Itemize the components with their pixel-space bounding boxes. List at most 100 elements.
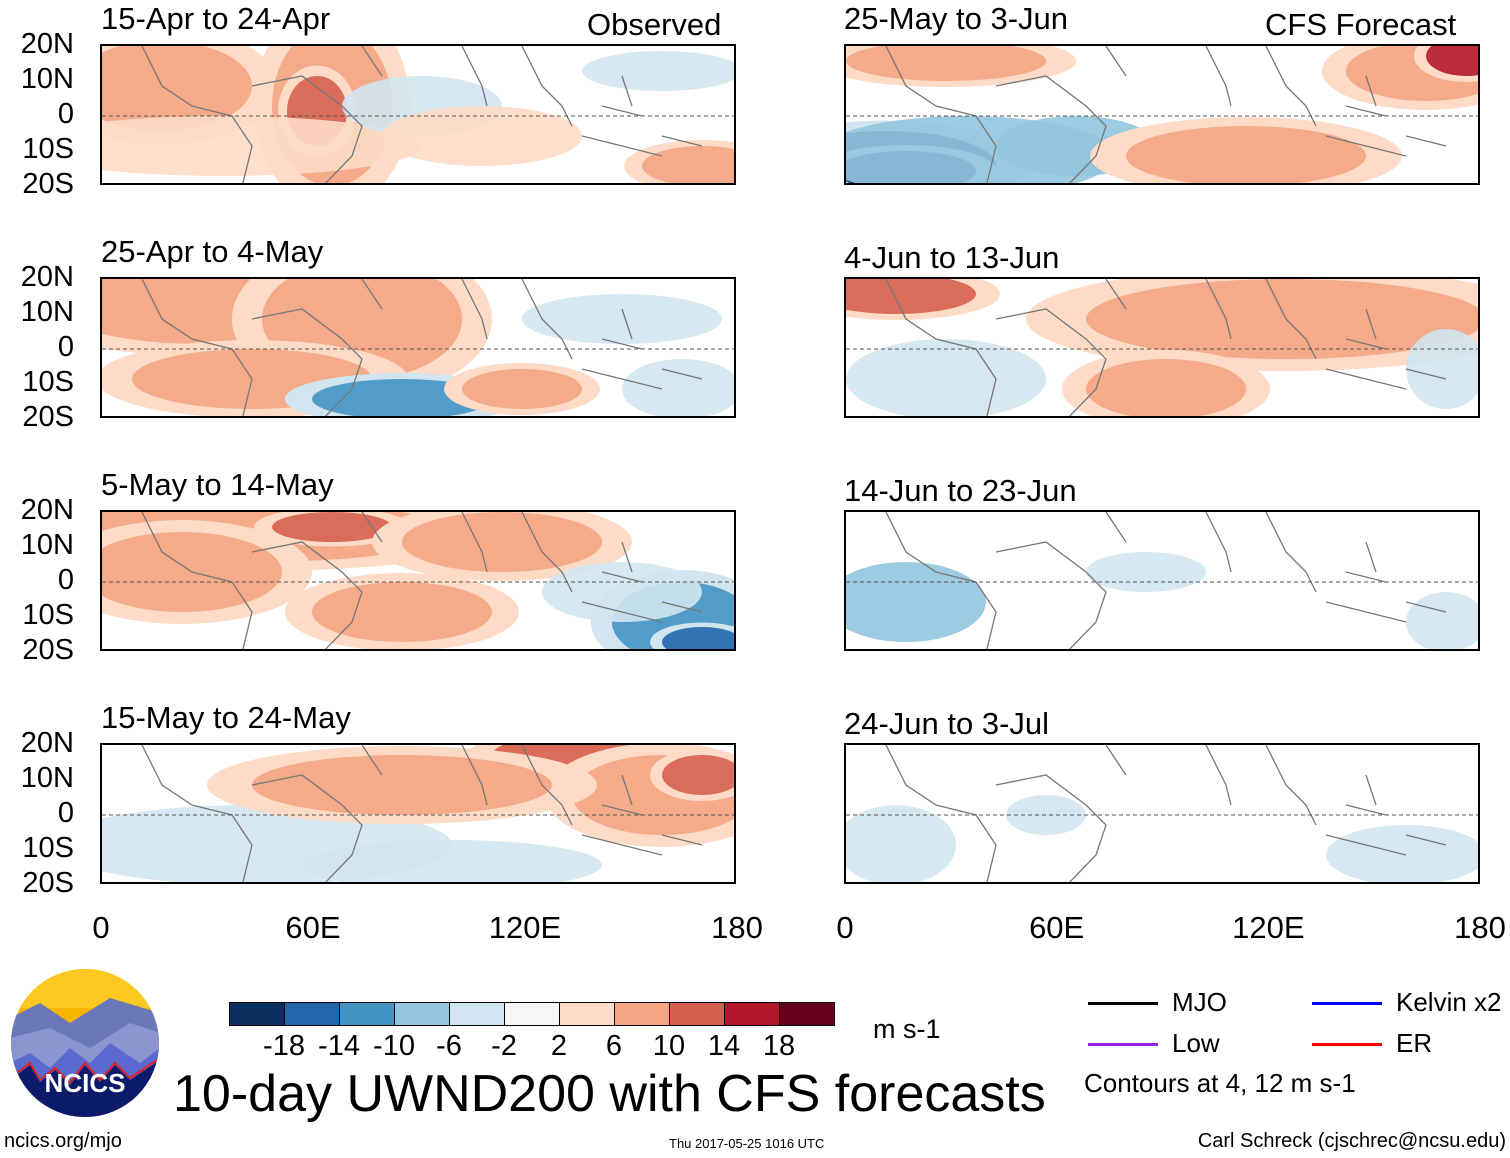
- coastline: [885, 46, 1447, 183]
- colorbar-swatch: [669, 1002, 725, 1026]
- x-tick-label: 0: [92, 910, 110, 945]
- y-tick-label: 10S: [22, 366, 74, 398]
- y-tick-label: 20N: [20, 261, 74, 293]
- anomaly-shading: [1086, 552, 1206, 592]
- colorbar-tick-label: 6: [605, 1030, 623, 1062]
- x-tick-label: 60E: [285, 910, 341, 945]
- anomaly-shading: [1086, 359, 1246, 416]
- y-tick-label: 20N: [20, 28, 74, 60]
- anomaly-shading: [1006, 795, 1086, 835]
- anomaly-shading: [102, 46, 252, 131]
- coastline: [141, 512, 703, 649]
- footer-author: Carl Schreck (cjschrec@ncsu.edu): [1197, 1130, 1506, 1152]
- y-tick-label: 10S: [22, 832, 74, 864]
- anomaly-shading: [382, 106, 582, 166]
- footer-url: ncics.org/mjo: [4, 1130, 122, 1152]
- anomaly-shading: [846, 46, 1046, 81]
- coastline: [141, 46, 703, 183]
- panel-title-fc-3: 14-Jun to 23-Jun: [844, 473, 1077, 508]
- colorbar-tick-label: -6: [436, 1030, 462, 1062]
- anomaly-shading: [622, 359, 734, 416]
- legend-line: [1312, 1043, 1382, 1046]
- anomaly-shading: [662, 627, 734, 649]
- legend-label: Kelvin x2: [1396, 987, 1502, 1017]
- y-tick-label: 10N: [20, 63, 74, 95]
- logo-text: NCICS: [45, 1068, 126, 1098]
- anomaly-shading: [302, 840, 602, 882]
- colorbar-tick-label: 10: [652, 1030, 686, 1062]
- anomaly-shading: [1406, 592, 1478, 649]
- y-tick-label: 10S: [22, 133, 74, 165]
- anomaly-shading: [542, 562, 702, 622]
- colorbar-swatch: [724, 1002, 780, 1026]
- coastline: [885, 279, 1447, 416]
- anomaly-shading: [846, 279, 976, 314]
- anomaly-shading: [846, 562, 986, 642]
- anomaly-shading: [462, 369, 582, 409]
- y-tick-label: 10N: [20, 762, 74, 794]
- panel-title-obs-2: 25-Apr to 4-May: [101, 234, 324, 269]
- colorbar-tick-label: -2: [491, 1030, 517, 1062]
- colorbar-swatch: [559, 1002, 615, 1026]
- x-tick-label: 180: [711, 910, 763, 945]
- coastline: [141, 279, 703, 416]
- legend-line: [1088, 1043, 1158, 1046]
- observed-label: Observed: [587, 7, 722, 42]
- x-tick-label: 60E: [1029, 910, 1085, 945]
- anomaly-shading: [846, 339, 1046, 416]
- coastline: [141, 745, 703, 882]
- y-tick-label: 0: [57, 564, 74, 596]
- map-svg: [846, 279, 1478, 416]
- legend-label: Low: [1172, 1028, 1220, 1058]
- y-tick-label: 10S: [22, 599, 74, 631]
- legend-line: [1312, 1002, 1382, 1005]
- x-tick-label: 120E: [488, 910, 562, 945]
- y-tick-label: 0: [57, 98, 74, 130]
- colorbar-tick-label: 14: [707, 1030, 741, 1062]
- colorbar-tick-label: 18: [762, 1030, 796, 1062]
- colorbar-swatch: [394, 1002, 450, 1026]
- colorbar-tick-label: -10: [373, 1030, 415, 1062]
- x-tick-label: 0: [836, 910, 854, 945]
- anomaly-shading: [402, 512, 602, 572]
- colorbar-swatch: [779, 1002, 835, 1026]
- anomaly-shading: [1406, 329, 1478, 409]
- anomaly-shading: [272, 512, 392, 542]
- map-svg: [846, 46, 1478, 183]
- colorbar-units: m s-1: [873, 1014, 941, 1044]
- panel-title-fc-2: 4-Jun to 13-Jun: [844, 240, 1060, 275]
- panel-title-fc-4: 24-Jun to 3-Jul: [844, 706, 1050, 741]
- anomaly-shading: [1426, 46, 1478, 76]
- anomaly-shading: [522, 294, 722, 344]
- y-tick-label: 20S: [22, 867, 74, 899]
- y-tick-label: 20S: [22, 401, 74, 433]
- anomaly-shading: [1086, 279, 1478, 359]
- colorbar-swatch: [229, 1002, 285, 1026]
- map-svg: [102, 46, 734, 183]
- y-tick-label: 0: [57, 331, 74, 363]
- panel-title-fc-1: 25-May to 3-Jun: [844, 1, 1068, 36]
- x-tick-label: 120E: [1232, 910, 1305, 945]
- colorbar-tick-label: 2: [550, 1030, 568, 1062]
- map-panel-fc-1: [844, 44, 1480, 185]
- x-tick-label: 180: [1454, 910, 1506, 945]
- anomaly-shading: [846, 805, 956, 882]
- legend-line: [1088, 1002, 1158, 1005]
- map-panel-obs-2: [100, 277, 736, 418]
- y-tick-label: 10N: [20, 296, 74, 328]
- colorbar-tick-label: -14: [318, 1030, 360, 1062]
- anomaly-shading: [252, 755, 552, 815]
- map-svg: [102, 279, 734, 416]
- y-tick-label: 10N: [20, 529, 74, 561]
- footer-timestamp: Thu 2017-05-25 1016 UTC: [669, 1136, 825, 1151]
- y-tick-label: 20N: [20, 494, 74, 526]
- colorbar-swatch: [614, 1002, 670, 1026]
- forecast-label: CFS Forecast: [1265, 7, 1457, 42]
- colorbar-swatch: [449, 1002, 505, 1026]
- panel-title-obs-1: 15-Apr to 24-Apr: [101, 1, 331, 36]
- map-panel-fc-4: [844, 743, 1480, 884]
- ncics-logo: NCICS: [10, 968, 160, 1118]
- coastline: [885, 745, 1447, 882]
- colorbar-swatch: [504, 1002, 560, 1026]
- map-svg: [846, 745, 1478, 882]
